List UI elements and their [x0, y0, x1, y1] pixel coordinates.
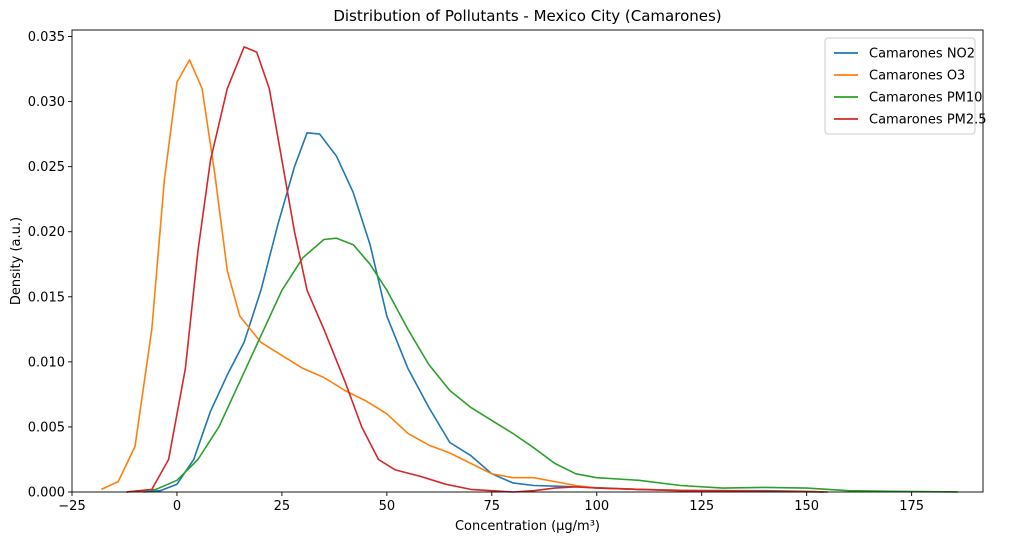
x-tick-label: 125	[689, 499, 714, 514]
series-line-1	[101, 59, 828, 493]
x-axis-title: Concentration (µg/m³)	[455, 519, 600, 534]
legend-label-2: Camarones PM10	[869, 91, 982, 106]
y-tick-label: 0.010	[28, 355, 65, 370]
x-tick-label: 175	[899, 499, 924, 514]
legend-label-1: Camarones O3	[869, 69, 965, 84]
x-tick-label: 50	[379, 499, 396, 514]
legend: Camarones NO2 Camarones O3 Camarones PM10 C…	[824, 37, 987, 135]
legend-box	[824, 37, 976, 135]
plot-area	[71, 29, 984, 493]
y-tick-label: 0.020	[28, 225, 65, 240]
x-tick-label: 75	[484, 499, 501, 514]
x-axis: −25 0 25 50 75 100 125 150 175	[58, 492, 924, 514]
plot-frame	[71, 29, 984, 493]
x-tick-label: 100	[584, 499, 609, 514]
y-axis-title: Density (a.u.)	[9, 217, 24, 305]
y-tick-label: 0.000	[28, 486, 65, 501]
legend-label-0: Camarones NO2	[869, 47, 975, 62]
y-tick-label: 0.015	[28, 290, 65, 305]
y-tick-label: 0.025	[28, 160, 65, 175]
series-line-3	[126, 46, 824, 493]
x-tick-label: 150	[794, 499, 819, 514]
x-tick-label: −25	[58, 499, 85, 514]
y-tick-label: 0.030	[28, 95, 65, 110]
x-tick-label: 0	[173, 499, 181, 514]
series-line-0	[143, 132, 828, 493]
series-line-2	[126, 237, 958, 493]
y-tick-label: 0.005	[28, 420, 65, 435]
x-tick-label: 25	[274, 499, 291, 514]
legend-label-3: Camarones PM2.5	[869, 113, 987, 128]
y-axis: 0.000 0.005 0.010 0.015 0.020 0.025 0.030 0.035	[28, 30, 72, 501]
y-tick-label: 0.035	[28, 30, 65, 45]
chart-title: Distribution of Pollutants - Mexico City…	[333, 7, 721, 25]
